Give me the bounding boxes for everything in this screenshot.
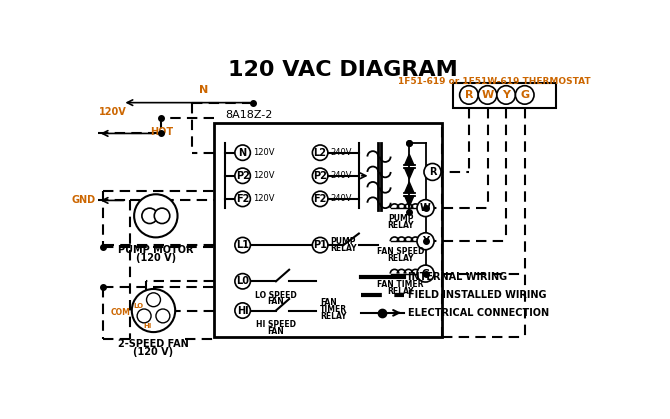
Circle shape	[312, 168, 328, 184]
Circle shape	[137, 309, 151, 323]
Circle shape	[235, 274, 251, 289]
Text: RELAY: RELAY	[320, 312, 346, 321]
Circle shape	[142, 208, 157, 223]
Text: 1F51-619 or 1F51W-619 THERMOSTAT: 1F51-619 or 1F51W-619 THERMOSTAT	[398, 77, 591, 86]
Bar	[454, 83, 555, 108]
Text: P2: P2	[313, 171, 327, 181]
Text: LO: LO	[133, 303, 143, 309]
Text: 120V: 120V	[253, 171, 274, 180]
Circle shape	[497, 86, 515, 104]
Text: L0: L0	[236, 276, 249, 286]
Text: INTERNAL WIRING: INTERNAL WIRING	[408, 272, 507, 282]
Text: 120V: 120V	[99, 107, 127, 117]
Circle shape	[417, 200, 434, 217]
Text: PUMP: PUMP	[330, 237, 356, 246]
Text: R: R	[465, 90, 473, 100]
Text: PUMP MOTOR: PUMP MOTOR	[118, 245, 194, 255]
Circle shape	[460, 86, 478, 104]
Text: F2: F2	[314, 194, 327, 204]
Circle shape	[312, 145, 328, 160]
Text: HI: HI	[237, 305, 249, 316]
Text: 240V: 240V	[330, 171, 352, 180]
Circle shape	[156, 309, 170, 323]
Text: W: W	[420, 203, 431, 213]
Text: 8A18Z-2: 8A18Z-2	[226, 110, 273, 120]
Text: FAN: FAN	[267, 327, 284, 336]
Text: P2: P2	[236, 171, 249, 181]
Text: W: W	[482, 90, 494, 100]
Text: Y: Y	[502, 90, 510, 100]
Text: PUMP: PUMP	[388, 214, 413, 223]
Text: FAN TIMER: FAN TIMER	[377, 280, 424, 289]
Polygon shape	[405, 154, 414, 165]
Circle shape	[417, 233, 434, 250]
Circle shape	[312, 191, 328, 207]
Circle shape	[134, 194, 178, 238]
Text: GND: GND	[71, 195, 95, 205]
Text: 2-SPEED FAN: 2-SPEED FAN	[118, 339, 189, 349]
Text: (120 V): (120 V)	[133, 347, 174, 357]
Text: 240V: 240V	[330, 194, 352, 203]
Circle shape	[235, 191, 251, 207]
Circle shape	[312, 238, 328, 253]
Text: R: R	[429, 167, 436, 177]
Circle shape	[235, 303, 251, 318]
Circle shape	[235, 168, 251, 184]
Circle shape	[235, 145, 251, 160]
Text: FAN: FAN	[267, 297, 284, 306]
Circle shape	[154, 208, 170, 223]
Text: 120V: 120V	[253, 148, 274, 157]
Circle shape	[132, 289, 175, 332]
Text: FAN: FAN	[320, 298, 337, 308]
Text: (120 V): (120 V)	[136, 253, 176, 263]
Circle shape	[515, 86, 534, 104]
Text: RELAY: RELAY	[387, 254, 414, 263]
Text: P1: P1	[313, 240, 327, 250]
Text: N: N	[239, 147, 247, 158]
Text: COM: COM	[111, 308, 130, 317]
Text: 120V: 120V	[253, 194, 274, 203]
Text: HOT: HOT	[149, 127, 173, 137]
Circle shape	[478, 86, 497, 104]
Circle shape	[417, 265, 434, 282]
Text: G: G	[421, 269, 429, 279]
Circle shape	[147, 293, 161, 307]
Text: RELAY: RELAY	[387, 221, 414, 230]
Text: 240V: 240V	[330, 148, 352, 157]
Text: TIMER: TIMER	[320, 305, 347, 314]
Text: FAN SPEED: FAN SPEED	[377, 247, 424, 256]
Bar	[214, 123, 442, 337]
Text: RELAY: RELAY	[330, 244, 356, 253]
Circle shape	[424, 163, 441, 181]
Text: F2: F2	[236, 194, 249, 204]
Text: N: N	[199, 85, 208, 95]
Circle shape	[235, 238, 251, 253]
Text: 120 VAC DIAGRAM: 120 VAC DIAGRAM	[228, 59, 458, 80]
Polygon shape	[405, 196, 414, 207]
Text: HI SPEED: HI SPEED	[256, 320, 296, 329]
Text: FIELD INSTALLED WIRING: FIELD INSTALLED WIRING	[408, 290, 546, 300]
Text: L1: L1	[236, 240, 249, 250]
Polygon shape	[405, 168, 414, 179]
Text: ELECTRICAL CONNECTION: ELECTRICAL CONNECTION	[408, 308, 549, 318]
Text: Y: Y	[422, 236, 429, 246]
Polygon shape	[405, 182, 414, 193]
Text: G: G	[520, 90, 529, 100]
Text: L2: L2	[314, 147, 327, 158]
Text: RELAY: RELAY	[387, 287, 414, 296]
Text: HI: HI	[143, 323, 151, 329]
Text: LO SPEED: LO SPEED	[255, 290, 297, 300]
